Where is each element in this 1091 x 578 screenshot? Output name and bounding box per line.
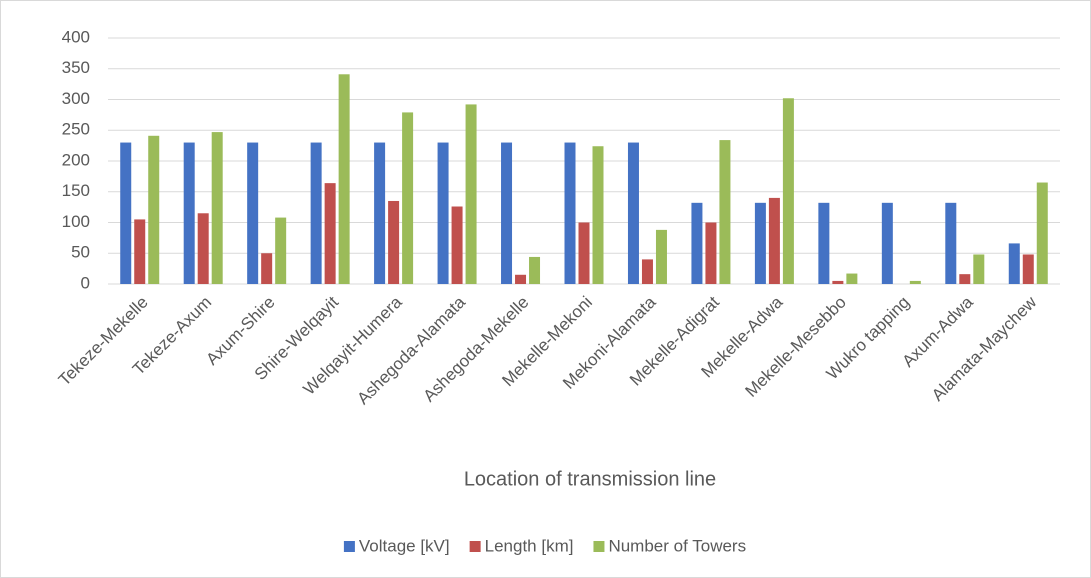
bar — [959, 274, 971, 284]
bar — [529, 256, 541, 284]
bar — [1008, 243, 1020, 284]
bar — [247, 142, 259, 284]
bar — [501, 142, 513, 284]
bar — [324, 183, 336, 284]
y-tick-label: 150 — [62, 181, 90, 200]
bar — [183, 142, 195, 284]
bar — [402, 112, 414, 284]
bar — [768, 197, 780, 284]
bar — [627, 142, 639, 284]
bar — [1036, 182, 1048, 284]
bar — [564, 142, 576, 284]
legend-label: Length [km] — [485, 536, 574, 555]
bar — [1022, 254, 1034, 284]
bar — [973, 254, 985, 284]
bar — [451, 206, 463, 284]
bar — [846, 273, 858, 284]
bar — [782, 98, 794, 285]
bar — [465, 104, 477, 284]
y-tick-label: 100 — [62, 212, 90, 231]
x-axis-title: Location of transmission line — [464, 468, 716, 490]
bar — [578, 222, 590, 284]
bar — [275, 217, 287, 284]
bar — [515, 274, 527, 284]
bar — [818, 202, 830, 284]
y-tick-label: 200 — [62, 150, 90, 169]
bar — [592, 146, 604, 284]
bar — [388, 200, 400, 284]
bar — [148, 135, 160, 284]
y-tick-label: 250 — [62, 120, 90, 139]
bar — [134, 219, 146, 284]
bar — [909, 280, 921, 284]
bar — [754, 202, 766, 284]
bar — [338, 74, 350, 284]
legend-swatch — [469, 541, 481, 552]
bar — [881, 202, 893, 284]
bar — [211, 132, 223, 284]
legend-label: Number of Towers — [608, 536, 746, 555]
bar — [197, 213, 209, 284]
y-tick-label: 50 — [71, 243, 90, 262]
bar — [374, 142, 386, 284]
bar — [691, 202, 703, 284]
bar — [945, 202, 957, 284]
bar — [261, 253, 273, 284]
legend-label: Voltage [kV] — [359, 536, 450, 555]
bar — [641, 259, 653, 284]
legend-swatch — [343, 541, 355, 552]
bar — [719, 140, 731, 284]
y-tick-label: 0 — [81, 273, 90, 292]
bar — [705, 222, 717, 284]
bar — [832, 280, 844, 284]
y-tick-label: 300 — [62, 89, 90, 108]
bar — [120, 142, 132, 284]
bar — [437, 142, 449, 284]
y-tick-label: 400 — [62, 27, 90, 46]
y-tick-label: 350 — [62, 58, 90, 77]
bar — [310, 142, 322, 284]
legend-swatch — [593, 541, 605, 552]
bar — [655, 229, 667, 284]
